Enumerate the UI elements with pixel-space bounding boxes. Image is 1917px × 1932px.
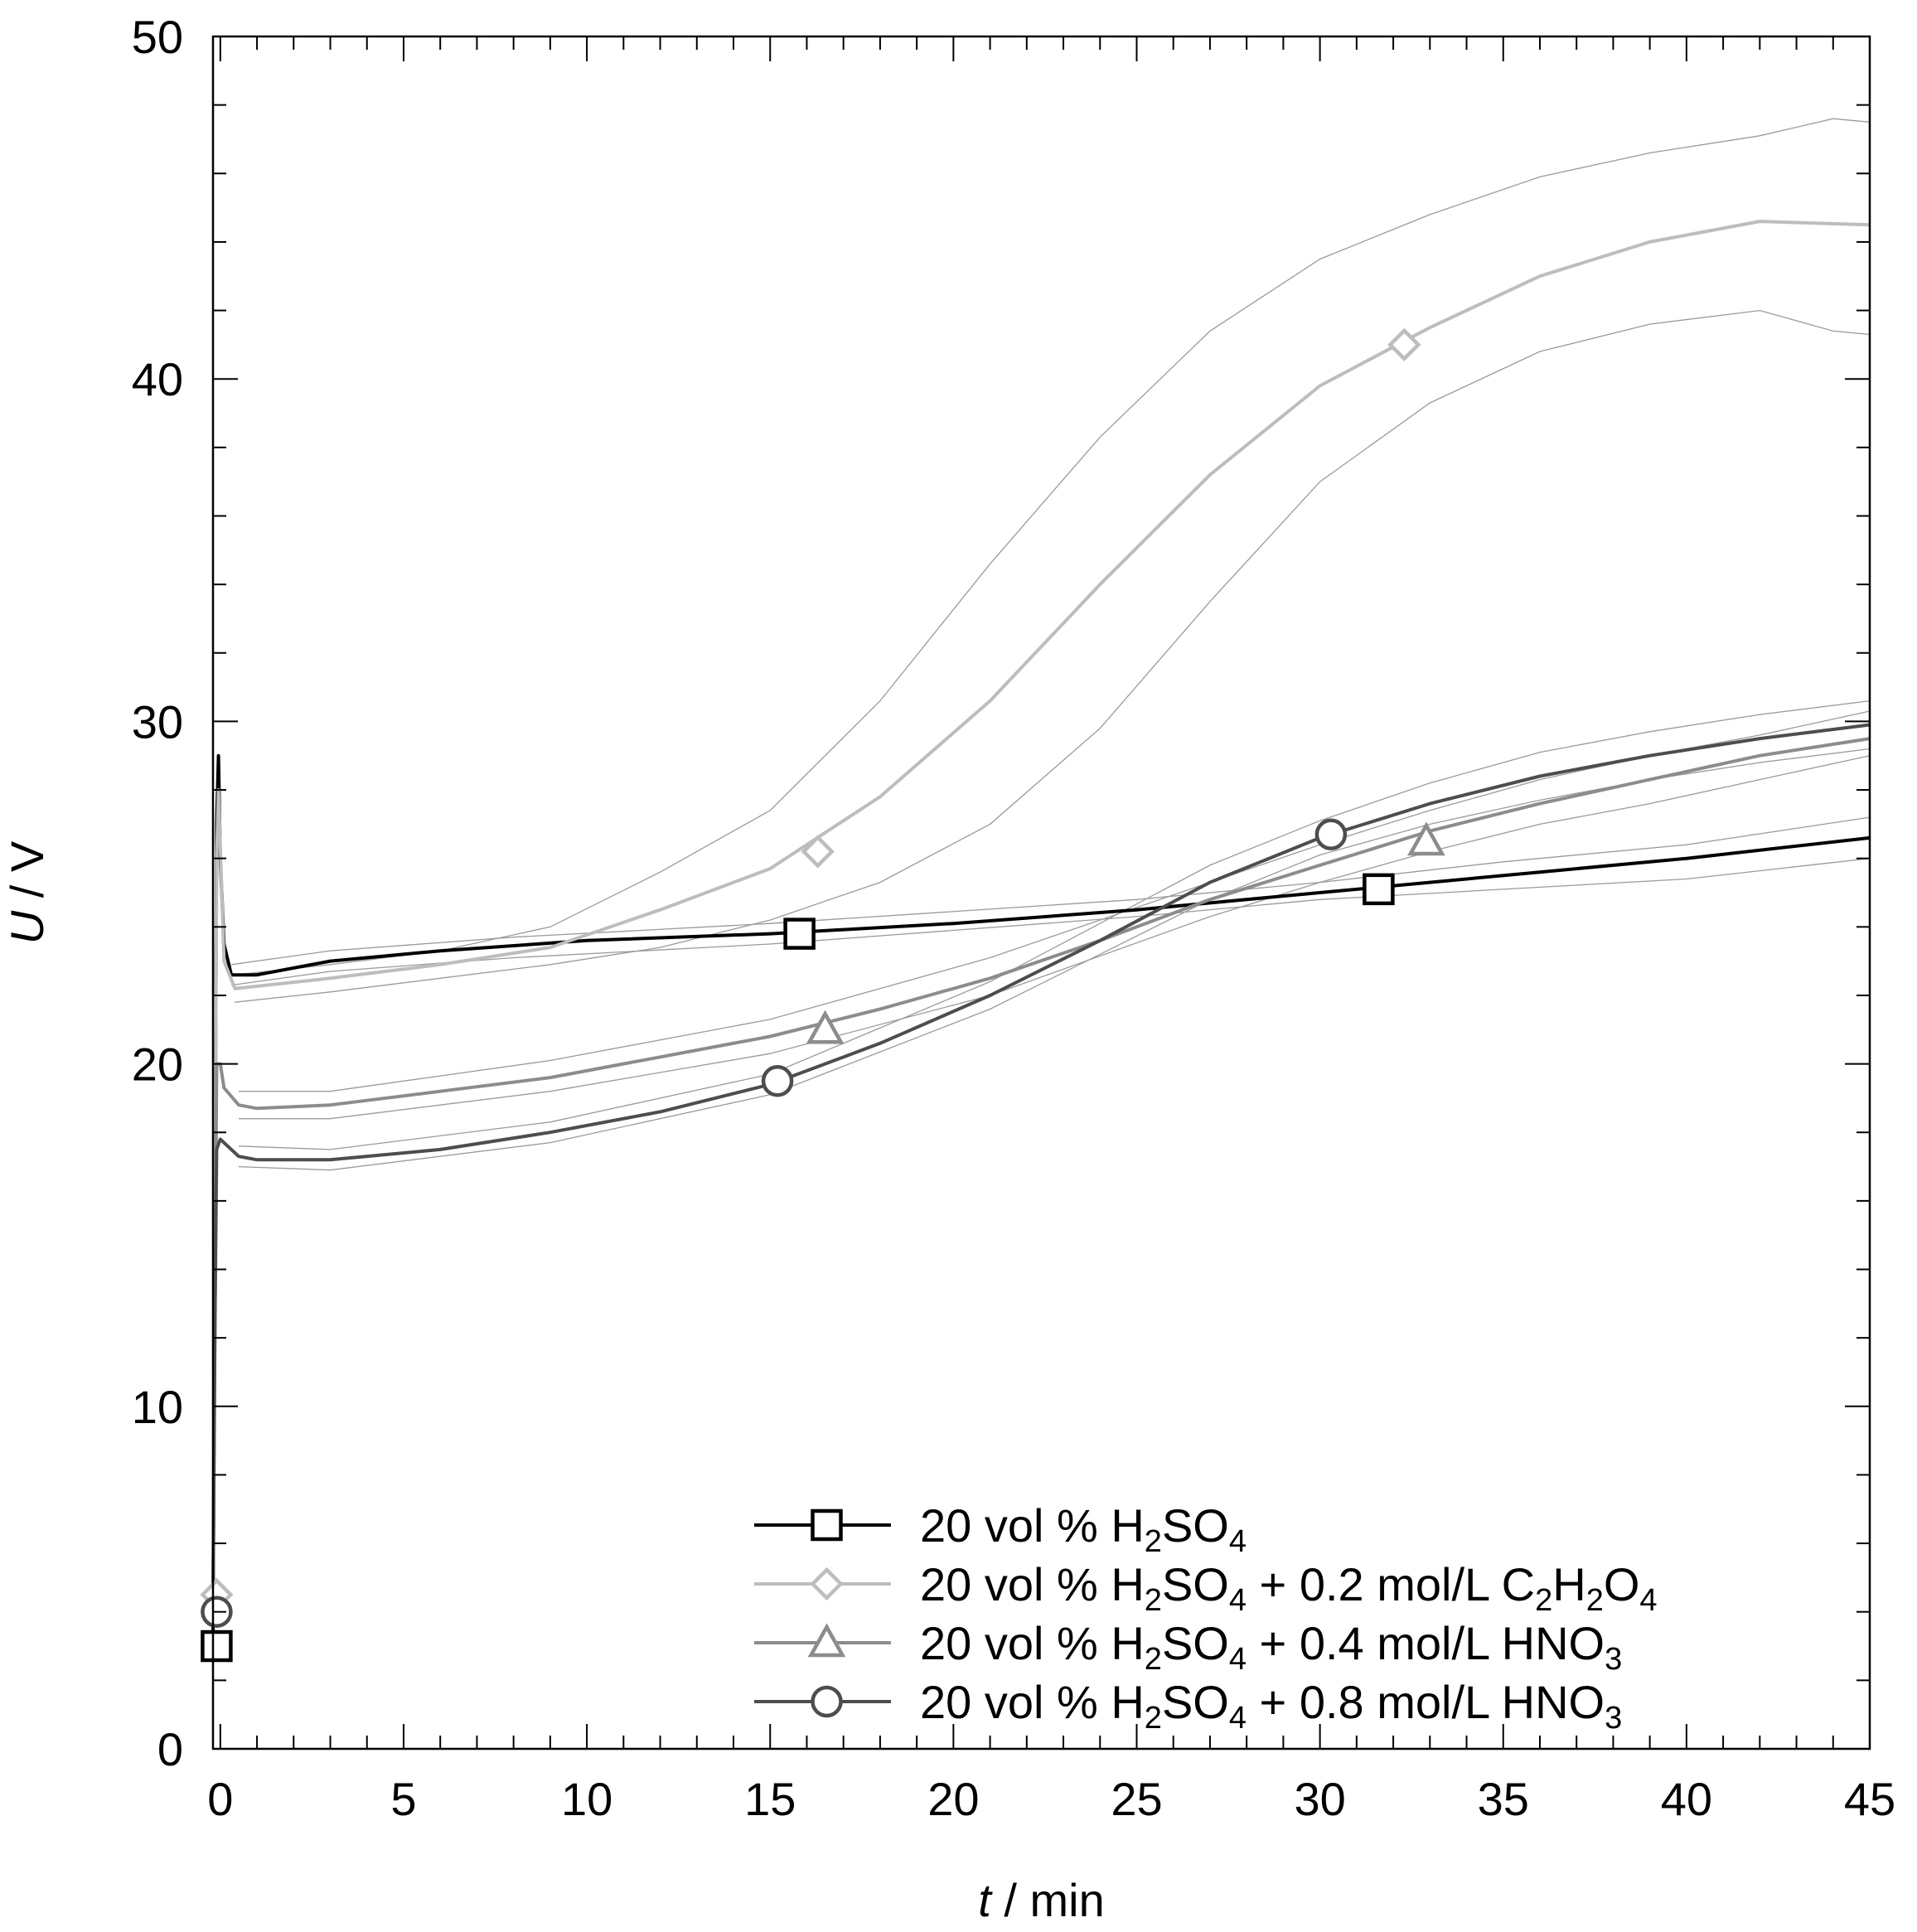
y-axis-unit: / V — [1, 840, 53, 911]
legend-marker — [810, 1566, 844, 1601]
series-2-band-lower — [235, 309, 1871, 1003]
y-axis-variable: U — [1, 910, 53, 944]
x-tick-label: 5 — [390, 1773, 416, 1825]
x-tick-label: 20 — [927, 1773, 979, 1825]
series-4-line — [211, 723, 1871, 1612]
plot-frame — [211, 35, 1871, 1750]
series-4-marker — [761, 1065, 794, 1097]
series-2-line — [211, 220, 1871, 1595]
legend-marker — [811, 1685, 843, 1718]
series-2-marker — [801, 835, 835, 869]
confidence-bands — [231, 118, 1871, 1171]
legend-label: 20 vol % H2SO4 — [920, 1499, 1247, 1559]
legend-entry: 20 vol % H2SO4 — [754, 1499, 1247, 1559]
legend-label: 20 vol % H2SO4 + 0.4 mol/L HNO3 — [920, 1617, 1622, 1677]
y-tick-label: 30 — [132, 695, 183, 748]
x-axis-variable: t — [978, 1874, 993, 1926]
series-1-band-lower — [231, 858, 1871, 986]
x-tick-label: 30 — [1294, 1773, 1345, 1825]
series-1-line — [211, 753, 1871, 1647]
legend-label: 20 vol % H2SO4 + 0.8 mol/L HNO3 — [920, 1676, 1622, 1736]
x-tick-label: 40 — [1661, 1773, 1712, 1825]
series-4-band-upper — [238, 700, 1871, 1150]
legend-entry: 20 vol % H2SO4 + 0.8 mol/L HNO3 — [754, 1676, 1622, 1736]
series-1-band-upper — [231, 816, 1871, 966]
y-tick-label: 20 — [132, 1039, 183, 1091]
legend-marker — [811, 1508, 843, 1542]
y-tick-label: 50 — [132, 11, 183, 63]
series-3-marker — [806, 1010, 845, 1044]
series-1-marker — [1363, 873, 1395, 906]
series-4-marker — [1314, 818, 1348, 851]
x-tick-label: 0 — [207, 1773, 233, 1825]
y-tick-label: 40 — [132, 353, 183, 405]
x-tick-label: 35 — [1478, 1773, 1529, 1825]
series-1-marker — [783, 918, 816, 950]
series-3-band-lower — [239, 755, 1871, 1120]
x-axis-label: t / min — [978, 1874, 1104, 1926]
legend-label: 20 vol % H2SO4 + 0.2 mol/L C2H2O4 — [920, 1558, 1658, 1618]
series-1-marker — [201, 1629, 233, 1663]
tick-labels: 0 5 10 15 20 25 30 35 40 45 0 10 20 30 40 50 — [132, 11, 1895, 1825]
series-2-band-upper — [235, 118, 1871, 976]
y-axis-label: U / V — [1, 840, 53, 944]
axis-ticks — [213, 36, 1871, 1750]
legend-entry: 20 vol % H2SO4 + 0.2 mol/L C2H2O4 — [754, 1558, 1658, 1618]
x-tick-label: 25 — [1111, 1773, 1162, 1825]
y-tick-label: 0 — [157, 1723, 183, 1775]
x-tick-label: 15 — [744, 1773, 796, 1825]
legend-marker — [807, 1623, 846, 1658]
series-3-line — [211, 737, 1871, 1612]
series-2-marker — [1387, 327, 1421, 362]
x-axis-unit: / min — [991, 1874, 1105, 1926]
x-tick-label: 45 — [1844, 1773, 1895, 1825]
legend-entry: 20 vol % H2SO4 + 0.4 mol/L HNO3 — [754, 1617, 1622, 1677]
series-lines — [211, 220, 1871, 1647]
series-3-marker — [1407, 821, 1445, 856]
series-markers — [200, 327, 1445, 1663]
y-tick-label: 10 — [132, 1381, 183, 1433]
x-tick-label: 10 — [561, 1773, 612, 1825]
